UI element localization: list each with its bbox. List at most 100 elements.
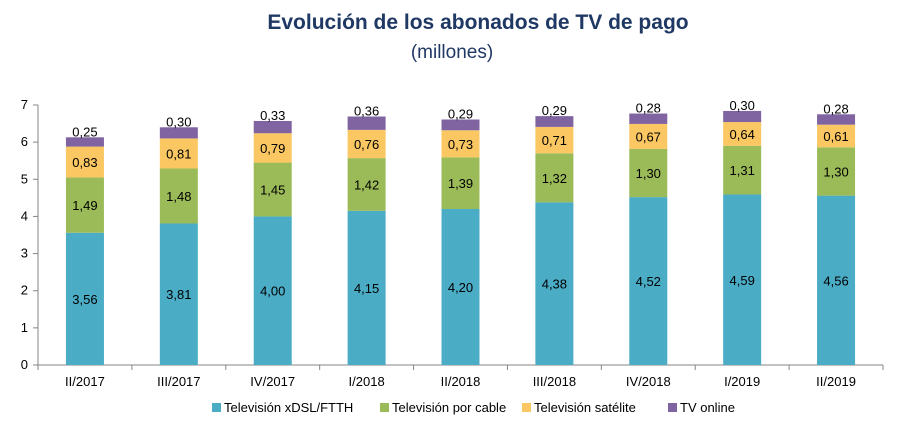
y-tick-label: 0 (21, 357, 28, 372)
data-label: 4,56 (823, 273, 848, 288)
y-tick-label: 5 (21, 171, 28, 186)
x-tick-label: I/2018 (349, 374, 385, 389)
legend-swatch (668, 403, 677, 412)
data-label: 3,81 (166, 287, 191, 302)
data-label: 0,76 (354, 137, 379, 152)
data-label: 1,49 (72, 198, 97, 213)
bar-segment (65, 232, 104, 365)
bar-segment (535, 153, 574, 203)
bar-segment (535, 116, 574, 127)
data-label: 4,00 (260, 284, 285, 299)
data-label: 1,39 (448, 176, 473, 191)
data-label: 0,30 (730, 98, 755, 113)
x-tick-label: III/2018 (533, 374, 576, 389)
bar-segment (441, 157, 480, 209)
x-tick-label: I/2019 (724, 374, 760, 389)
bar-segment (65, 146, 104, 178)
legend-label: Televisión xDSL/FTTH (224, 400, 353, 415)
bar-segment (441, 209, 480, 365)
bar-segment (253, 120, 292, 134)
data-label: 0,33 (260, 108, 285, 123)
data-label: 0,28 (823, 101, 848, 116)
x-tick-label: III/2017 (157, 374, 200, 389)
data-label: 3,56 (72, 292, 97, 307)
bar-segment (441, 119, 480, 131)
data-label: 4,38 (542, 277, 567, 292)
data-label: 0,29 (448, 106, 473, 121)
y-tick-label: 4 (21, 208, 28, 223)
bar-segment (817, 114, 856, 125)
data-label: 0,30 (166, 114, 191, 129)
data-label: 1,31 (730, 163, 755, 178)
legend-swatch (380, 403, 389, 412)
bar-segment (159, 168, 198, 224)
x-tick-label: IV/2018 (626, 374, 671, 389)
data-label: 0,29 (542, 103, 567, 118)
bar-segment (347, 116, 386, 130)
bar-segment (253, 216, 292, 365)
chart-subtitle: (millones) (411, 42, 493, 63)
bar-segment (723, 194, 762, 365)
data-label: 4,15 (354, 281, 379, 296)
bar-segment (441, 130, 480, 158)
bar-segment (629, 197, 668, 365)
y-tick-label: 2 (21, 283, 28, 298)
data-label: 0,79 (260, 141, 285, 156)
bars (65, 110, 856, 365)
data-labels: 3,56 1,49 0,83 0,25 3,81 1,48 0,81 0,30 4,00 1,45… (72, 98, 848, 307)
data-label: 0,71 (542, 133, 567, 148)
data-label: 0,28 (636, 101, 661, 116)
legend: Televisión xDSL/FTTH Televisión por cable… (212, 400, 735, 415)
bar-segment (817, 195, 856, 365)
data-label: 1,45 (260, 183, 285, 198)
data-label: 1,32 (542, 171, 567, 186)
data-label: 4,59 (730, 273, 755, 288)
y-tick-label: 6 (21, 134, 28, 149)
bar-segment (535, 202, 574, 365)
data-label: 0,67 (636, 129, 661, 144)
bar-segment (723, 110, 762, 123)
x-tick-label: II/2017 (65, 374, 105, 389)
legend-swatch (522, 403, 531, 412)
y-tick-label: 7 (21, 97, 28, 112)
data-label: 1,48 (166, 189, 191, 204)
bar-segment (629, 148, 668, 198)
bar-segment (535, 126, 574, 154)
data-label: 1,42 (354, 177, 379, 192)
data-label: 0,36 (354, 104, 379, 119)
data-label: 0,81 (166, 146, 191, 161)
bar-segment (159, 138, 198, 169)
bar-segment (347, 210, 386, 365)
data-label: 4,20 (448, 280, 473, 295)
legend-label: Televisión por cable (392, 400, 506, 415)
x-tick-label: II/2018 (441, 374, 481, 389)
bar-segment (723, 122, 762, 146)
chart-title: Evolución de los abonados de TV de pago (267, 11, 688, 34)
x-tick-label: IV/2017 (250, 374, 295, 389)
bar-segment (817, 147, 856, 196)
legend-swatch (212, 403, 221, 412)
bar-segment (347, 129, 386, 159)
data-label: 0,73 (448, 137, 473, 152)
y-tick-label: 1 (21, 320, 28, 335)
data-label: 0,61 (823, 129, 848, 144)
bar-segment (253, 133, 292, 163)
bar-segment (253, 162, 292, 217)
bar-segment (629, 123, 668, 149)
bar-segment (159, 127, 198, 139)
data-label: 4,52 (636, 274, 661, 289)
legend-label: Televisión satélite (534, 400, 636, 415)
bar-segment (723, 145, 762, 195)
data-label: 0,83 (72, 155, 97, 170)
data-label: 1,30 (636, 166, 661, 181)
data-label: 0,64 (730, 127, 755, 142)
bar-segment (629, 113, 668, 124)
bar-segment (65, 137, 104, 147)
bar-segment (65, 177, 104, 233)
data-label: 1,30 (823, 164, 848, 179)
data-label: 0,25 (72, 124, 97, 139)
x-tick-label: II/2019 (816, 374, 856, 389)
y-tick-label: 3 (21, 246, 28, 261)
bar-segment (817, 124, 856, 148)
bar-segment (347, 158, 386, 211)
